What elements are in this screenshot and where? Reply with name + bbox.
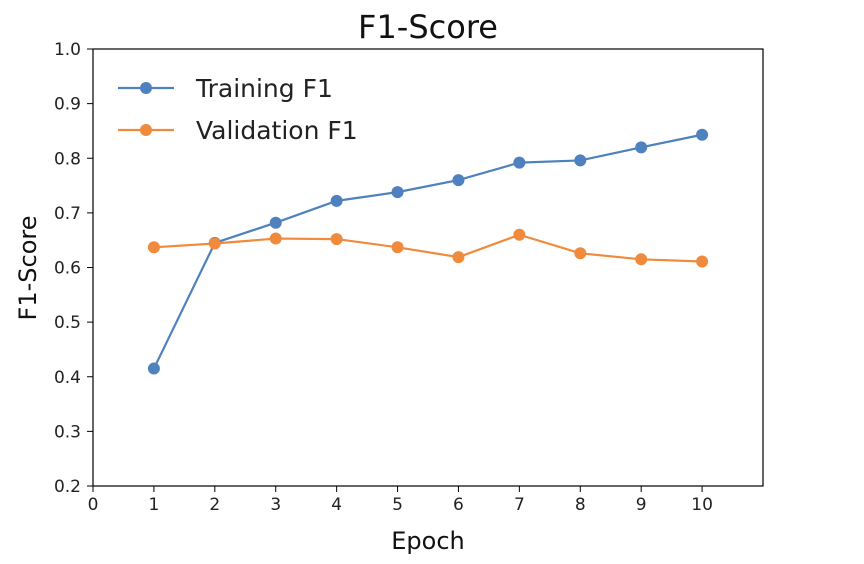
x-axis: 0 1 2 3 4 5 6 7 8 9 10 — [88, 486, 713, 515]
x-tick-label: 0 — [88, 495, 99, 515]
x-tick-label: 9 — [636, 495, 647, 515]
training-f1-point — [635, 141, 648, 154]
x-tick-label: 8 — [575, 495, 586, 515]
legend-label-training-f1: Training F1 — [195, 74, 333, 103]
training-f1-point — [147, 362, 160, 375]
legend: Training F1 Validation F1 — [118, 74, 358, 145]
training-f1-point — [391, 186, 404, 199]
training-f1-point — [330, 194, 343, 207]
validation-f1-point — [635, 253, 648, 266]
y-tick-label: 0.9 — [54, 95, 81, 115]
validation-f1-point — [269, 232, 282, 245]
x-tick-label: 2 — [209, 495, 220, 515]
legend-marker-training-f1 — [140, 82, 152, 94]
x-tick-label: 3 — [270, 495, 281, 515]
y-tick-label: 1.0 — [54, 40, 81, 60]
plot-frame — [92, 48, 764, 487]
legend-marker-validation-f1 — [140, 124, 152, 136]
x-axis-title: Epoch — [391, 527, 465, 555]
y-tick-label: 0.4 — [54, 368, 81, 388]
y-tick-label: 0.8 — [54, 149, 81, 169]
legend-label-validation-f1: Validation F1 — [196, 116, 358, 145]
series-layer — [147, 128, 709, 375]
validation-f1-point — [513, 228, 526, 241]
training-f1-point — [269, 216, 282, 229]
validation-f1-point — [147, 241, 160, 254]
validation-f1-point — [391, 241, 404, 254]
validation-f1-line — [153, 233, 703, 263]
validation-f1-point — [696, 255, 709, 268]
y-tick-label: 0.5 — [54, 313, 81, 333]
y-tick-label: 0.2 — [54, 477, 81, 497]
y-tick-label: 0.6 — [54, 259, 81, 279]
x-tick-label: 6 — [453, 495, 464, 515]
x-tick-label: 5 — [392, 495, 403, 515]
training-f1-point — [574, 154, 587, 167]
validation-f1-point — [208, 237, 221, 250]
y-tick-label: 0.3 — [54, 422, 81, 442]
training-f1-point — [513, 156, 526, 169]
chart-title: F1-Score — [358, 8, 498, 46]
training-f1-point — [696, 128, 709, 141]
validation-f1-point — [574, 247, 587, 260]
training-f1-point — [452, 174, 465, 187]
validation-f1-point — [452, 251, 465, 264]
y-tick-label: 0.7 — [54, 204, 81, 224]
validation-f1-point — [330, 233, 343, 246]
x-tick-label: 10 — [691, 495, 713, 515]
x-tick-label: 4 — [331, 495, 342, 515]
y-axis: 0.2 0.3 0.4 0.5 0.6 0.7 0.8 0.9 1.0 — [54, 40, 93, 497]
y-axis-title: F1-Score — [14, 216, 42, 321]
x-tick-label: 1 — [148, 495, 159, 515]
x-tick-label: 7 — [514, 495, 525, 515]
training-f1-line — [152, 133, 703, 370]
